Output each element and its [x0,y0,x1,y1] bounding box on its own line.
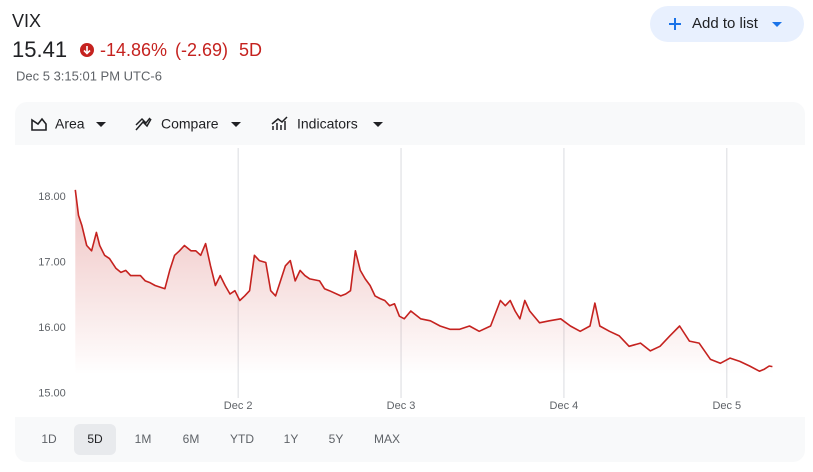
range-button[interactable]: 6M [183,432,200,446]
y-tick-label: 16.00 [38,322,66,334]
change-abs: (-2.69) [175,40,228,60]
range-button[interactable]: 1M [135,432,152,446]
x-tick-label: Dec 4 [550,400,579,412]
range-button[interactable]: 5Y [329,432,344,446]
y-tick-label: 18.00 [38,191,66,203]
range-button[interactable]: 5D [87,432,103,446]
area-fill [75,189,773,375]
price: 15.41 [12,37,67,62]
compare-icon [135,117,152,131]
compare-button[interactable]: Compare [161,116,219,132]
range-selected[interactable] [74,424,116,455]
timestamp: Dec 5 3:15:01 PM UTC-6 [16,68,162,83]
area-icon [31,117,47,131]
add-button[interactable] [650,6,804,42]
area-button[interactable]: Area [55,116,85,132]
indicators-button[interactable]: Indicators [297,116,358,132]
caret[interactable] [231,122,241,127]
caret[interactable] [96,122,106,127]
range-button[interactable]: YTD [230,432,254,446]
add-button-label[interactable]: Add to list [692,15,759,32]
y-tick-label: 15.00 [38,387,66,399]
price-line [74,189,773,372]
caret[interactable] [373,122,383,127]
dropdown-caret[interactable] [772,22,782,27]
x-tick-label: Dec 2 [224,400,253,412]
range-selector: 1D 5D 1M 6M YTD 1Y 5Y MAX [41,424,400,455]
symbol: VIX [12,11,41,31]
range-button[interactable]: 1Y [284,432,299,446]
range-button[interactable]: 1D [41,432,57,446]
down-arrow [83,46,91,55]
indicators-icon [271,116,288,130]
range-button[interactable]: MAX [374,432,400,446]
period: 5D [239,40,262,60]
x-tick-label: Dec 3 [387,400,416,412]
change-percent: -14.86% [100,40,167,60]
x-tick-label: Dec 5 [712,400,741,412]
plot: 15.00 16.00 17.00 18.00 Dec 2 Dec 3 Dec 4 Dec 5 [38,148,773,412]
y-tick-label: 17.00 [38,256,66,268]
plus-icon [669,18,681,30]
